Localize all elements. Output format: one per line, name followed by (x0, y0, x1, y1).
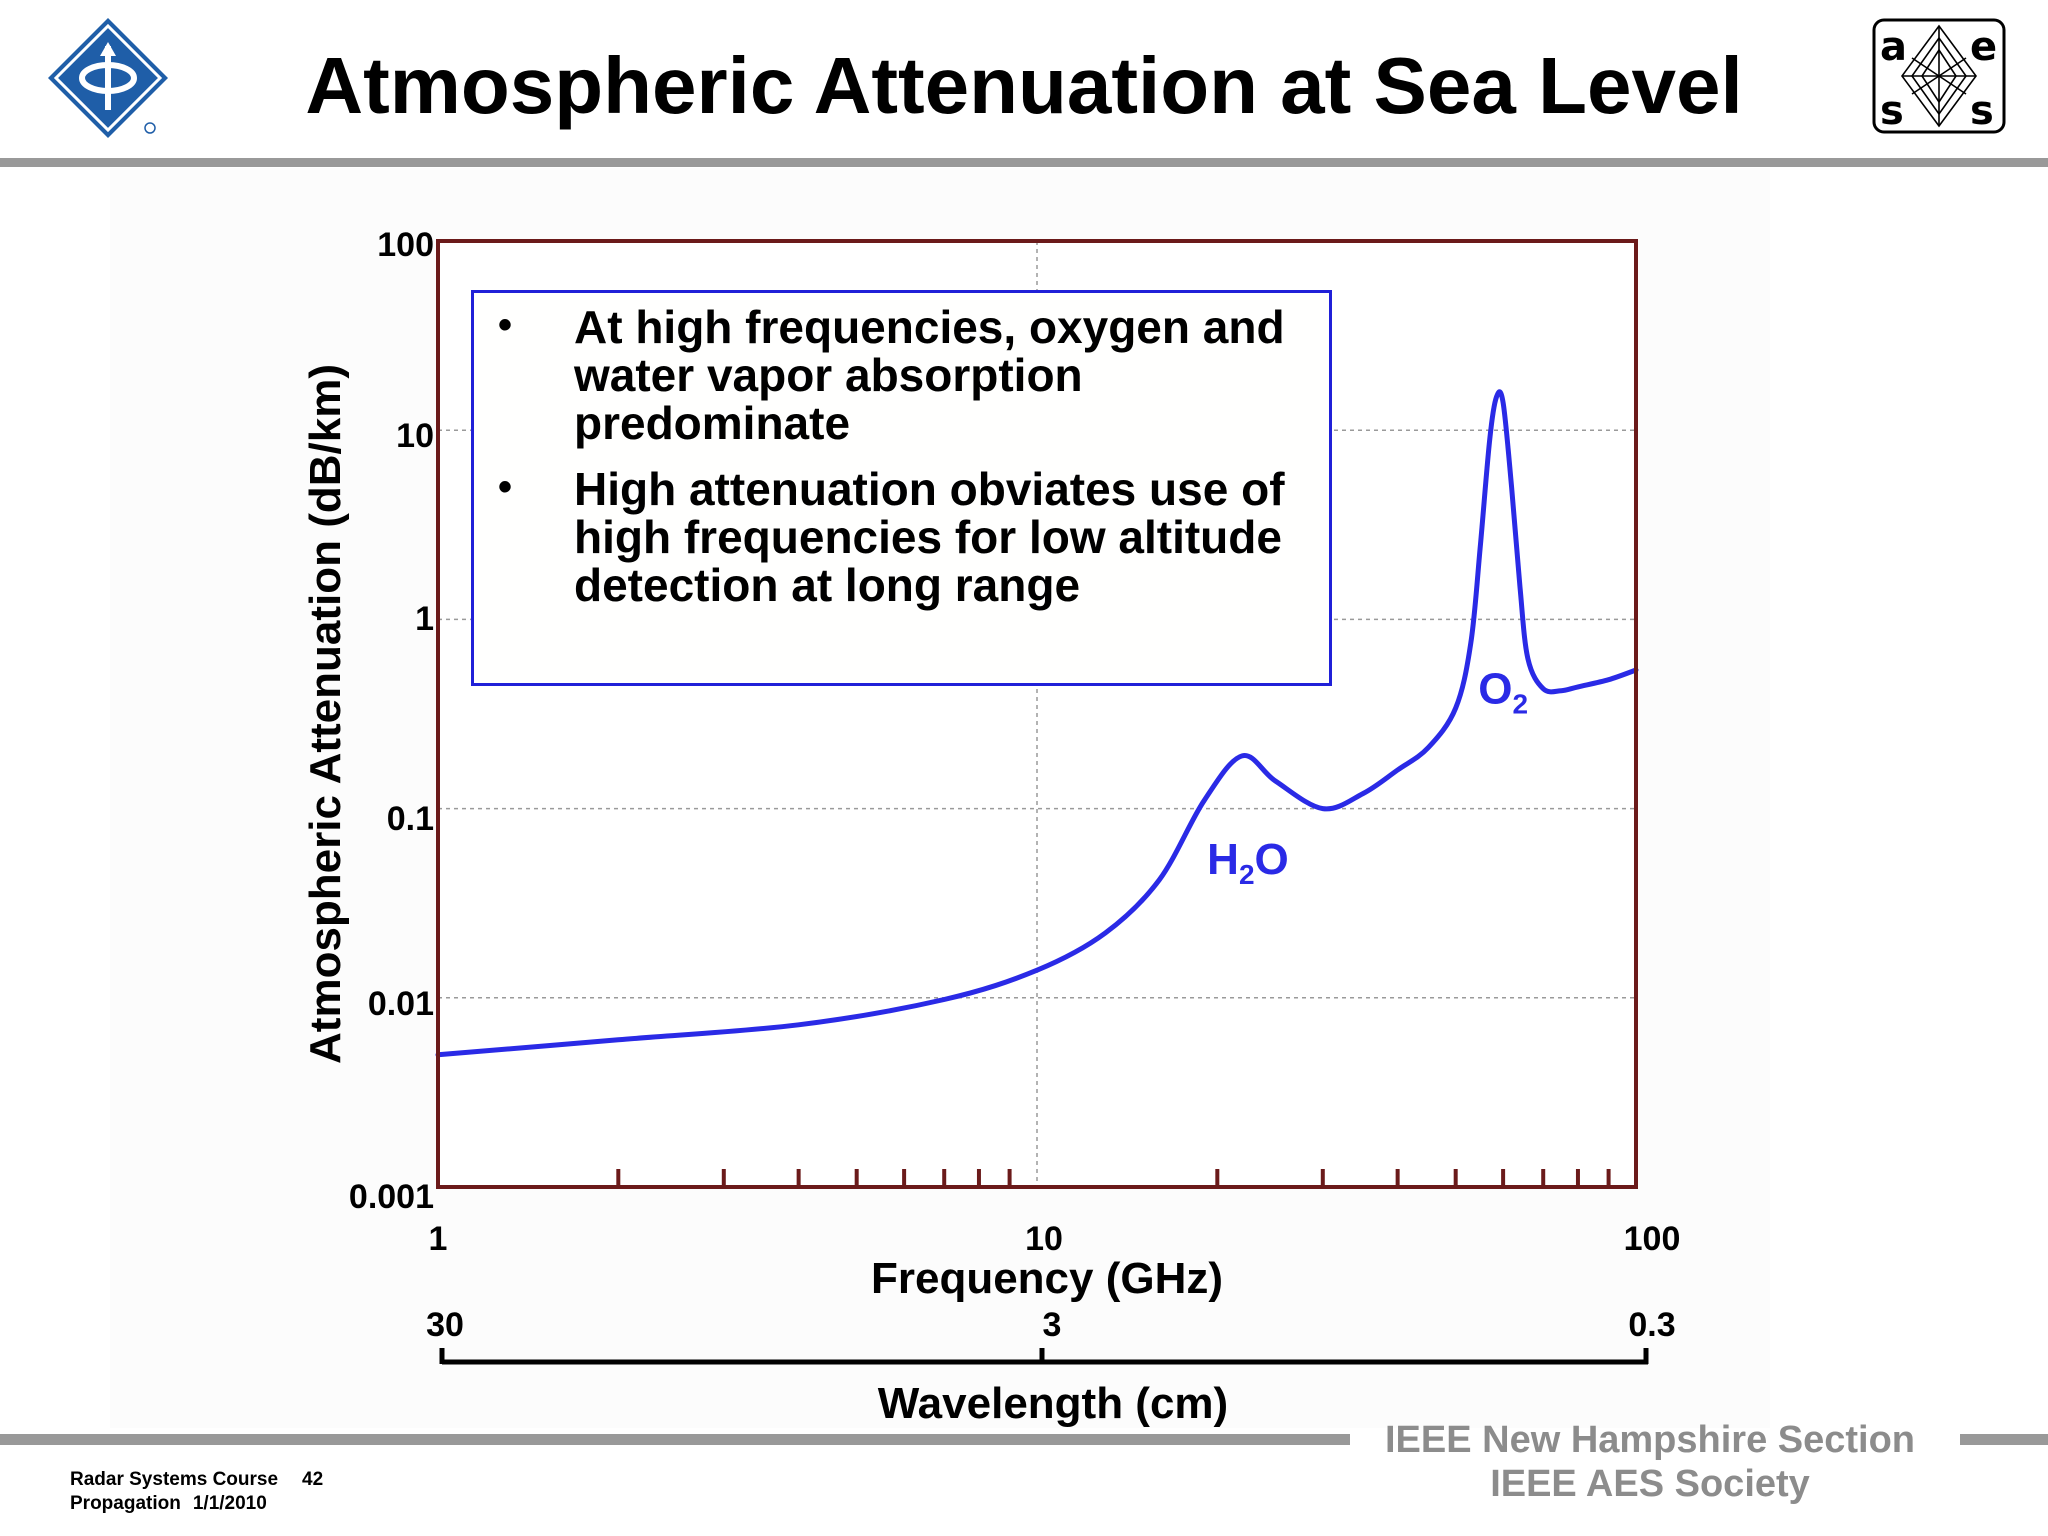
x-tick-label: 100 (1624, 1220, 1681, 1258)
y-tick-label: 0.01 (368, 985, 434, 1023)
ieee-diamond-logo (48, 18, 168, 138)
slide-title: Atmospheric Attenuation at Sea Level (305, 41, 1743, 130)
y-tick-label: 10 (396, 417, 434, 455)
y-axis-label: Atmospheric Attenuation (dB/km) (301, 364, 350, 1064)
footer-divider-right (1960, 1434, 2048, 1445)
x-tick-label: 10 (1025, 1220, 1063, 1258)
logo-letter: a (1880, 24, 1907, 70)
logo-letter: s (1970, 88, 1994, 134)
x-tick-label: 1 (429, 1220, 448, 1258)
x-axis-label: Frequency (GHz) (871, 1254, 1223, 1303)
footer-divider-left (0, 1434, 1350, 1445)
plot-frame (436, 239, 1638, 1189)
bullet-icon: • (498, 303, 513, 347)
wavelength-axis-line (439, 1348, 1649, 1365)
y-tick-label: 0.001 (349, 1178, 434, 1216)
wavelength-tick-label: 30 (426, 1306, 464, 1344)
y-tick-label: 1 (415, 600, 434, 638)
attenuation-curve (435, 389, 1639, 1058)
footer-course-info: Radar Systems Course 42 Propagation 1/1/20… (70, 1468, 323, 1516)
footer-section-line2: IEEE AES Society (1490, 1463, 1810, 1505)
footer-course: Radar Systems Course (70, 1469, 279, 1490)
wavelength-tick-label: 3 (1043, 1306, 1062, 1344)
grid (438, 241, 1636, 1187)
header-divider (0, 158, 2048, 167)
minor-ticks (616, 1169, 1611, 1187)
wavelength-axis-label: Wavelength (cm) (878, 1379, 1228, 1428)
callout-box: • At high frequencies, oxygen and water … (471, 290, 1332, 686)
footer-date: 1/1/2010 (192, 1493, 267, 1514)
callout-bullet-text: High attenuation obviates use of high fr… (574, 463, 1285, 611)
callout-bullet-text: At high frequencies, oxygen and water va… (574, 301, 1285, 449)
footer-section-line1: IEEE New Hampshire Section (1384, 1419, 1916, 1461)
footer-section: IEEE New Hampshire Section IEEE AES Soci… (1350, 1418, 1950, 1506)
o2-annotation: O2 (1478, 664, 1528, 719)
aess-logo: a e s s (1872, 18, 2006, 134)
logo-letter: e (1970, 24, 1997, 70)
footer-page-number: 42 (302, 1469, 324, 1490)
logo-letter: s (1880, 88, 1904, 134)
h2o-annotation: H2O (1207, 835, 1289, 890)
footer-topic: Propagation (70, 1493, 181, 1514)
y-tick-label: 0.1 (387, 800, 434, 838)
y-tick-label: 100 (377, 226, 434, 264)
bullet-icon: • (498, 465, 513, 509)
wavelength-tick-label: 0.3 (1628, 1306, 1675, 1344)
